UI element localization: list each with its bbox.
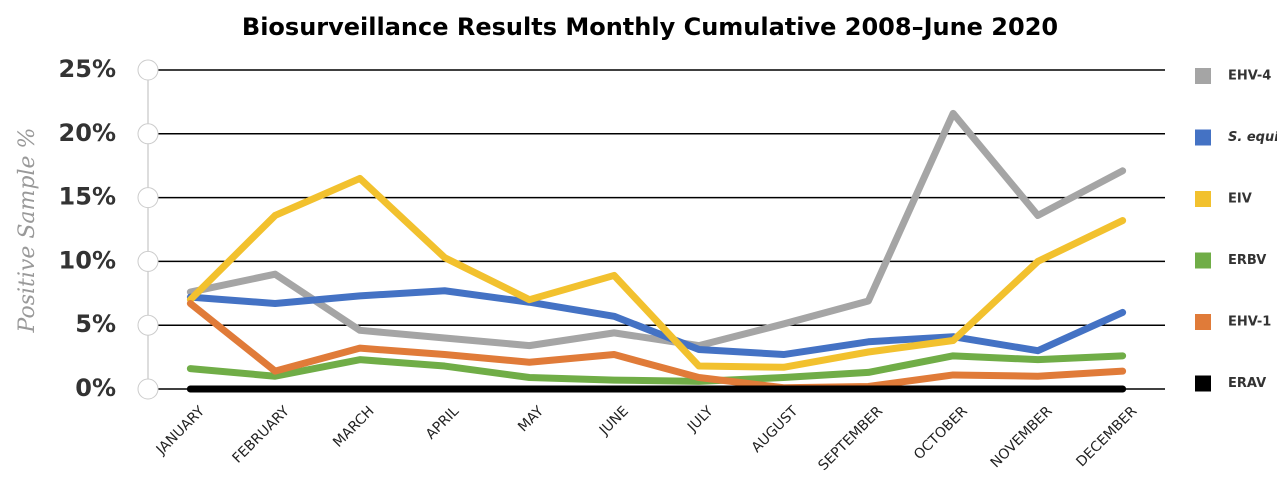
x-tick-label: APRIL xyxy=(423,403,463,443)
x-tick-label: OCTOBER xyxy=(911,403,971,463)
data-line xyxy=(186,352,1127,385)
legend-swatch xyxy=(1195,68,1211,84)
y-tick-label: 20% xyxy=(59,119,116,147)
tick-dot xyxy=(137,123,159,145)
legend-swatch xyxy=(1195,191,1211,207)
legend-swatch xyxy=(1195,375,1211,392)
chart-title: Biosurveillance Results Monthly Cumulati… xyxy=(242,13,1058,41)
x-tick-label: MAY xyxy=(515,403,547,435)
data-line xyxy=(186,300,1127,392)
y-tick-label: 15% xyxy=(59,183,116,211)
x-tick-label: JUNE xyxy=(596,403,632,439)
legend-swatch xyxy=(1195,314,1211,330)
x-tick-label: NOVEMBER xyxy=(988,403,1056,471)
x-tick-label: JULY xyxy=(684,403,717,436)
x-tick-label: AUGUST xyxy=(749,403,802,456)
y-tick-label: 10% xyxy=(59,246,116,274)
tick-dot xyxy=(137,250,159,272)
data-line xyxy=(186,174,1127,371)
y-tick-label: 5% xyxy=(75,310,116,338)
legend-label: ERBV xyxy=(1228,253,1266,268)
tick-dot xyxy=(137,59,159,81)
tick-dot xyxy=(137,187,159,209)
x-tick-label: SEPTEMBER xyxy=(815,403,886,474)
legend-swatch xyxy=(1195,252,1211,269)
legend-label: EHV-4 xyxy=(1228,69,1271,84)
tick-dot xyxy=(137,314,159,336)
y-axis-title: Positive Sample % xyxy=(15,128,40,334)
x-tick-label: DECEMBER xyxy=(1073,403,1140,470)
y-tick-label: 25% xyxy=(59,55,116,83)
legend-label: EHV-1 xyxy=(1228,315,1271,330)
tick-dot xyxy=(137,378,159,400)
x-tick-label: FEBRUARY xyxy=(230,403,294,467)
legend-label: EIV xyxy=(1228,192,1252,207)
data-line xyxy=(186,287,1127,359)
x-tick-label: JANUARY xyxy=(153,403,209,459)
legend-swatch xyxy=(1195,129,1211,146)
legend-label: ERAV xyxy=(1228,376,1266,391)
data-line xyxy=(186,109,1127,350)
legend-label: S. equi xyxy=(1228,130,1277,145)
x-tick-label: MARCH xyxy=(330,403,377,450)
y-tick-label: 0% xyxy=(75,374,116,402)
